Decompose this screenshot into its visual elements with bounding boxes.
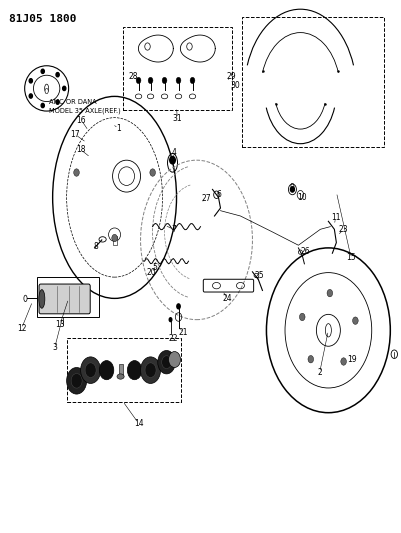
Text: 28: 28 bbox=[129, 71, 138, 80]
Circle shape bbox=[128, 361, 142, 379]
Circle shape bbox=[158, 351, 175, 374]
Text: 9: 9 bbox=[289, 183, 294, 192]
Text: 17: 17 bbox=[71, 130, 80, 139]
Text: 2: 2 bbox=[317, 368, 322, 377]
Bar bbox=[119, 364, 123, 376]
Circle shape bbox=[300, 313, 305, 321]
Bar bbox=[67, 338, 180, 402]
Text: 31: 31 bbox=[172, 114, 182, 123]
Text: AMC OR DANA
MODEL 35 AXLE(REF.): AMC OR DANA MODEL 35 AXLE(REF.) bbox=[49, 99, 120, 114]
Text: 26: 26 bbox=[301, 247, 310, 256]
Circle shape bbox=[170, 157, 175, 164]
Text: 10: 10 bbox=[297, 193, 307, 202]
Circle shape bbox=[150, 169, 156, 176]
Text: 21: 21 bbox=[178, 328, 188, 337]
Circle shape bbox=[71, 374, 82, 388]
Circle shape bbox=[41, 69, 45, 74]
Circle shape bbox=[214, 191, 219, 198]
Ellipse shape bbox=[39, 289, 45, 308]
Circle shape bbox=[308, 356, 314, 363]
Bar bbox=[243, 17, 384, 147]
Circle shape bbox=[176, 303, 181, 310]
Circle shape bbox=[136, 77, 141, 84]
Text: 15: 15 bbox=[346, 254, 356, 262]
Circle shape bbox=[145, 363, 156, 377]
Text: 23: 23 bbox=[339, 225, 348, 234]
Text: 18: 18 bbox=[76, 145, 85, 154]
Bar bbox=[123, 27, 233, 110]
Circle shape bbox=[391, 350, 397, 359]
FancyBboxPatch shape bbox=[39, 284, 90, 314]
Text: 4: 4 bbox=[172, 148, 177, 157]
Text: 5: 5 bbox=[152, 263, 157, 271]
Ellipse shape bbox=[325, 324, 331, 337]
Circle shape bbox=[99, 361, 114, 379]
Circle shape bbox=[56, 72, 59, 77]
Circle shape bbox=[63, 86, 66, 91]
Circle shape bbox=[141, 357, 160, 383]
Circle shape bbox=[41, 103, 45, 108]
Circle shape bbox=[29, 79, 32, 83]
Text: 24: 24 bbox=[223, 294, 232, 303]
Circle shape bbox=[112, 235, 117, 242]
Circle shape bbox=[290, 187, 294, 192]
Circle shape bbox=[81, 357, 101, 383]
Ellipse shape bbox=[117, 374, 124, 379]
Text: 30: 30 bbox=[231, 81, 240, 90]
Circle shape bbox=[176, 77, 181, 84]
Circle shape bbox=[341, 358, 346, 365]
Text: 19: 19 bbox=[347, 355, 356, 364]
Circle shape bbox=[168, 317, 172, 322]
Circle shape bbox=[85, 363, 96, 377]
Text: 7: 7 bbox=[171, 225, 176, 234]
Text: 27: 27 bbox=[202, 194, 211, 203]
Circle shape bbox=[148, 77, 153, 84]
Circle shape bbox=[29, 94, 32, 98]
Bar bbox=[113, 236, 117, 245]
Ellipse shape bbox=[45, 88, 48, 94]
Circle shape bbox=[327, 289, 333, 297]
Circle shape bbox=[352, 317, 358, 325]
Text: 29: 29 bbox=[227, 71, 236, 80]
Text: 8: 8 bbox=[93, 242, 98, 251]
Circle shape bbox=[162, 356, 171, 369]
Text: 12: 12 bbox=[17, 324, 26, 333]
Text: 16: 16 bbox=[77, 116, 86, 125]
Text: 13: 13 bbox=[55, 320, 65, 329]
Text: 25: 25 bbox=[255, 271, 264, 280]
Text: 6: 6 bbox=[217, 190, 221, 199]
Text: 14: 14 bbox=[134, 419, 144, 428]
Text: 20: 20 bbox=[147, 269, 156, 277]
Circle shape bbox=[162, 77, 167, 84]
Circle shape bbox=[67, 368, 87, 394]
Circle shape bbox=[56, 100, 59, 104]
Bar bbox=[36, 277, 99, 317]
Ellipse shape bbox=[45, 84, 49, 93]
Text: 22: 22 bbox=[168, 334, 178, 343]
Text: 81J05 1800: 81J05 1800 bbox=[9, 14, 76, 24]
Circle shape bbox=[168, 352, 180, 368]
Text: 1: 1 bbox=[116, 124, 121, 133]
Circle shape bbox=[190, 77, 195, 84]
Circle shape bbox=[74, 169, 79, 176]
Text: 11: 11 bbox=[331, 213, 340, 222]
Text: 3: 3 bbox=[52, 343, 57, 352]
